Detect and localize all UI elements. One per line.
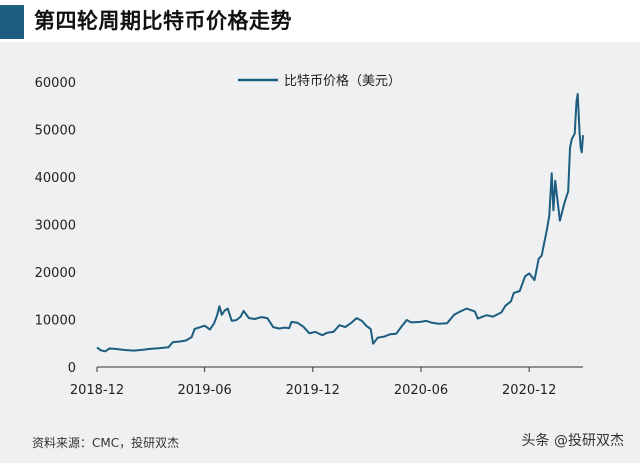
y-tick-label: 0 [68, 361, 76, 376]
x-tick-label: 2019-12 [286, 383, 340, 398]
chart-panel [0, 42, 640, 463]
legend: 比特币价格（美元） [238, 73, 401, 89]
y-tick-label: 20000 [35, 266, 76, 281]
y-tick-label: 30000 [35, 219, 76, 234]
watermark: 头条 @投研双杰 [521, 433, 624, 449]
price-series-line [96, 92, 584, 353]
y-tick-label: 60000 [35, 76, 76, 91]
y-tick-label: 50000 [35, 124, 76, 139]
legend-label: 比特币价格（美元） [284, 73, 401, 89]
x-tick-label: 2020-06 [394, 383, 448, 398]
x-tick-label: 2020-12 [502, 383, 556, 398]
title-bar: 第四轮周期比特币价格走势 [0, 0, 640, 42]
y-axis: 0 10000 20000 30000 40000 50000 60000 [35, 76, 76, 376]
x-axis: 2018-12 2019-06 2019-12 2020-06 2020-12 [70, 366, 583, 398]
page-title: 第四轮周期比特币价格走势 [34, 9, 292, 33]
x-tick-label: 2019-06 [177, 383, 231, 398]
y-tick-label: 10000 [35, 314, 76, 329]
y-tick-label: 40000 [35, 171, 76, 186]
title-accent-bar [0, 5, 24, 39]
x-tick-label: 2018-12 [70, 383, 124, 398]
source-note: 资料来源：CMC，投研双杰 [32, 436, 180, 450]
